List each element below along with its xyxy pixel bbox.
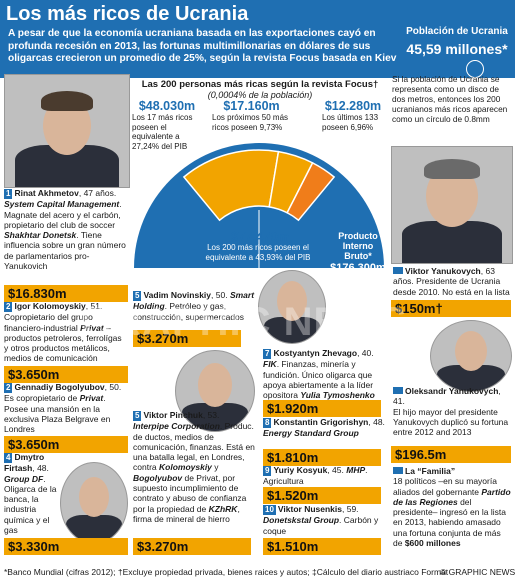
viktor-yanukovych-photo xyxy=(391,146,513,264)
chart-title: Las 200 personas más ricas según la revi… xyxy=(141,79,379,90)
square-bullet-icon xyxy=(393,267,403,274)
kolomoyskiy-amount: $3.650m xyxy=(4,366,128,383)
nusenkis-bio: 10 Viktor Nusenkis, 59. Donetskstal Group… xyxy=(263,504,379,536)
chart-subtitle: (0,0004% de la población) xyxy=(207,90,313,100)
footer-note: *Banco Mundial (cifras 2012); †Excluye p… xyxy=(4,567,449,577)
viktor-yanukovych-bio: Viktor Yanukovych, 63 años. Presidente d… xyxy=(393,266,510,297)
novinskiy-bio: 5 Vadim Novinskiy, 50. Smart Holding. Pet… xyxy=(133,290,255,322)
seg3-value: $12.280m xyxy=(324,99,382,113)
total-value: $77.470m xyxy=(230,229,290,244)
seg1-value: $48.030m xyxy=(138,99,196,113)
header-banner: Los más ricos de Ucrania A pesar de que … xyxy=(0,0,515,78)
pinchuk-bio: 5 Viktor Pinchuk, 53. Interpipe Corporati… xyxy=(133,410,255,524)
family-bio: La “Familia” 18 políticos –en su mayoría… xyxy=(393,466,511,549)
grigorishyn-bio: 8 Konstantin Grigorishyn, 48. Energy Stan… xyxy=(263,417,385,439)
kolomoyskiy-bio: 2 Igor Kolomoyskiy, 51. Copropietario del… xyxy=(4,301,122,364)
novinskiy-amount: $3.270m xyxy=(133,330,241,347)
zhevago-bio: 7 Kostyantyn Zhevago, 40. FIK. Finanzas, … xyxy=(263,348,375,401)
seg2-text: Los próximos 50 más ricos poseen 9,73% xyxy=(212,113,289,132)
akhmetov-photo xyxy=(4,74,130,188)
page-title: Los más ricos de Ucrania xyxy=(6,3,249,25)
population-label: Población de Ucrania xyxy=(406,26,508,37)
oleksandr-yanukovych-amount: $196.5m xyxy=(391,446,511,463)
firtash-amount: $3.330m xyxy=(4,538,128,555)
pinchuk-amount: $3.270m xyxy=(133,538,251,555)
disc-note: Si la población de Ucrania se representa… xyxy=(392,74,508,124)
bogolyubov-bio: 2 Gennadiy Bogolyubov, 50. Es copropietar… xyxy=(4,382,122,435)
total-text: Los 200 más ricos poseen el equivalente … xyxy=(205,243,311,262)
novinskiy-photo xyxy=(258,270,326,344)
person-name: Rinat Akhmetov xyxy=(14,188,79,198)
gdp-semicircle-chart xyxy=(134,143,384,268)
rank-badge: 1 xyxy=(4,189,13,200)
firtash-photo xyxy=(60,462,128,544)
seg2-value: $17.160m xyxy=(223,99,280,113)
nusenkis-amount: $1.510m xyxy=(263,538,381,555)
zhevago-amount: $1.920m xyxy=(263,400,381,417)
square-bullet-icon xyxy=(393,387,403,394)
kosyuk-amount: $1.520m xyxy=(263,487,381,504)
akhmetov-bio: 1 Rinat Akhmetov, 47 años. System Capital… xyxy=(4,188,126,272)
square-bullet-icon xyxy=(393,467,403,474)
seg3-text: Los últimos 133 poseen 6,96% xyxy=(322,113,379,132)
credit: © GRAPHIC NEWS xyxy=(440,567,515,577)
gdp-label: Producto Interno Bruto* xyxy=(338,231,378,261)
watermark: GRAPHIC NEWS xyxy=(80,300,408,344)
oleksandr-yanukovych-bio: Oleksandr Yanukovych, 41. El hijo mayor … xyxy=(393,386,509,438)
akhmetov-amount: $16.830m xyxy=(4,285,128,302)
firtash-bio: 4 Dmytro Firtash, 48. Group DF. Oligarca … xyxy=(4,452,57,536)
viktor-yanukovych-amount: $150m† xyxy=(391,300,511,317)
company-name: System Capital Management xyxy=(4,199,120,210)
gdp-value: $176.300m xyxy=(330,262,386,274)
population-disc-icon xyxy=(466,60,484,78)
oleksandr-yanukovych-photo xyxy=(430,320,512,392)
kosyuk-bio: 9 Yuriy Kosyuk, 45. MHP. Agricultura xyxy=(263,465,368,487)
seg3-arc xyxy=(286,161,336,222)
seg1-text: Los 17 más ricos poseen el equivalente a… xyxy=(132,113,193,151)
grigorishyn-amount: $1.810m xyxy=(263,449,381,466)
bogolyubov-amount: $3.650m xyxy=(4,436,128,453)
page-subtitle: A pesar de que la economía ucraniana bas… xyxy=(8,28,397,64)
population-value: 45,59 millones* xyxy=(406,41,508,57)
pinchuk-photo xyxy=(175,350,255,432)
